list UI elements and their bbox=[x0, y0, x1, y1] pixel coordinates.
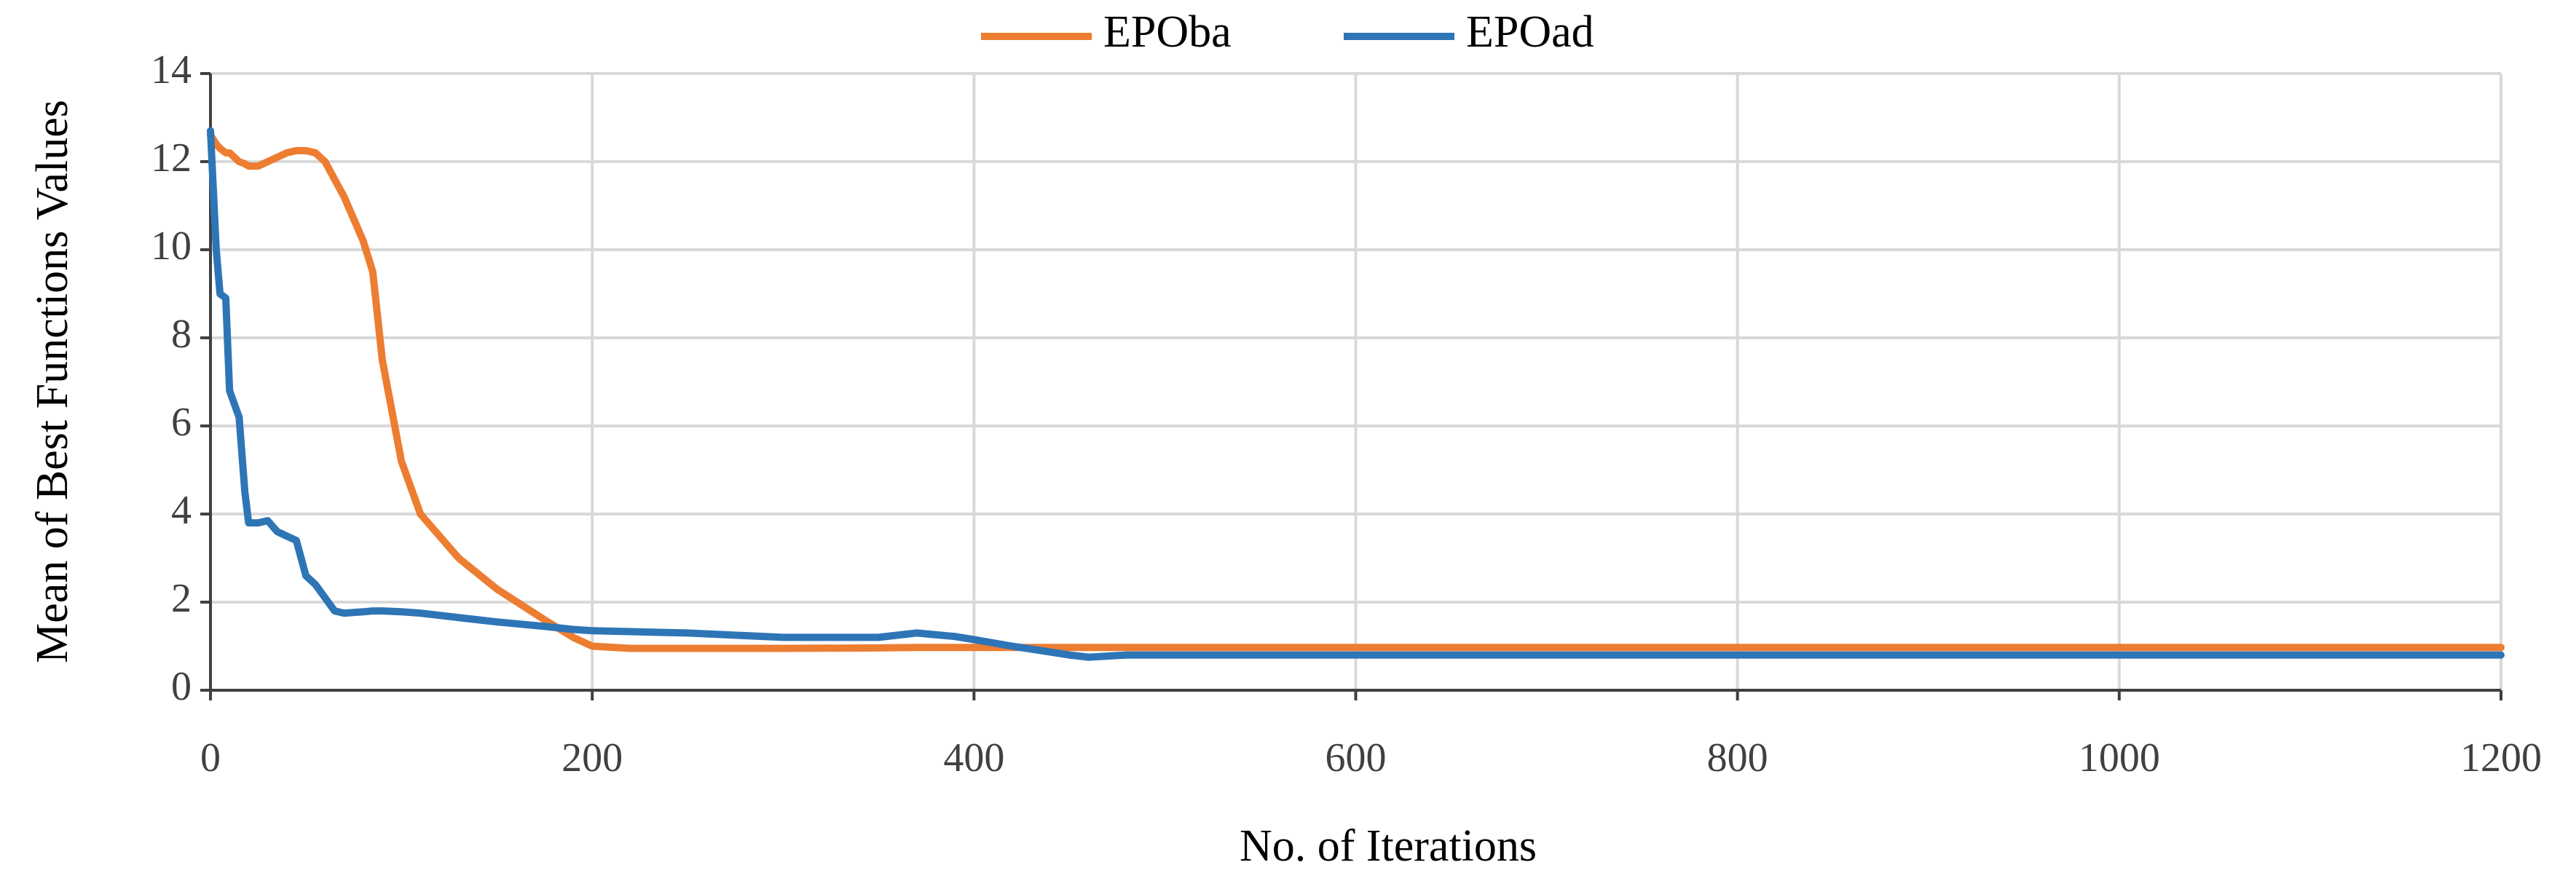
y-axis-label: Mean of Best Functions Values bbox=[28, 100, 77, 663]
y-tick-label: 10 bbox=[151, 224, 192, 269]
x-tick-label: 200 bbox=[562, 735, 623, 781]
y-tick-label: 6 bbox=[171, 400, 192, 445]
y-tick-label: 8 bbox=[171, 312, 192, 357]
legend-label: EPOad bbox=[1466, 7, 1594, 57]
y-tick-label: 2 bbox=[171, 576, 192, 621]
x-tick-label: 400 bbox=[943, 735, 1004, 781]
x-tick-label: 1000 bbox=[2079, 735, 2160, 781]
y-tick-label: 12 bbox=[151, 135, 192, 181]
x-tick-label: 1200 bbox=[2460, 735, 2542, 781]
y-tick-label: 0 bbox=[171, 664, 192, 709]
data-line bbox=[207, 131, 2505, 652]
y-tick-label: 14 bbox=[151, 47, 192, 92]
x-tick-label: 0 bbox=[200, 735, 221, 781]
legend-label: EPOba bbox=[1103, 7, 1232, 57]
x-tick-label: 800 bbox=[1707, 735, 1768, 781]
y-tick-label: 4 bbox=[171, 488, 192, 533]
x-axis-label: No. of Iterations bbox=[1240, 821, 1537, 871]
data-line bbox=[207, 127, 2505, 661]
x-tick-label: 600 bbox=[1326, 735, 1387, 781]
